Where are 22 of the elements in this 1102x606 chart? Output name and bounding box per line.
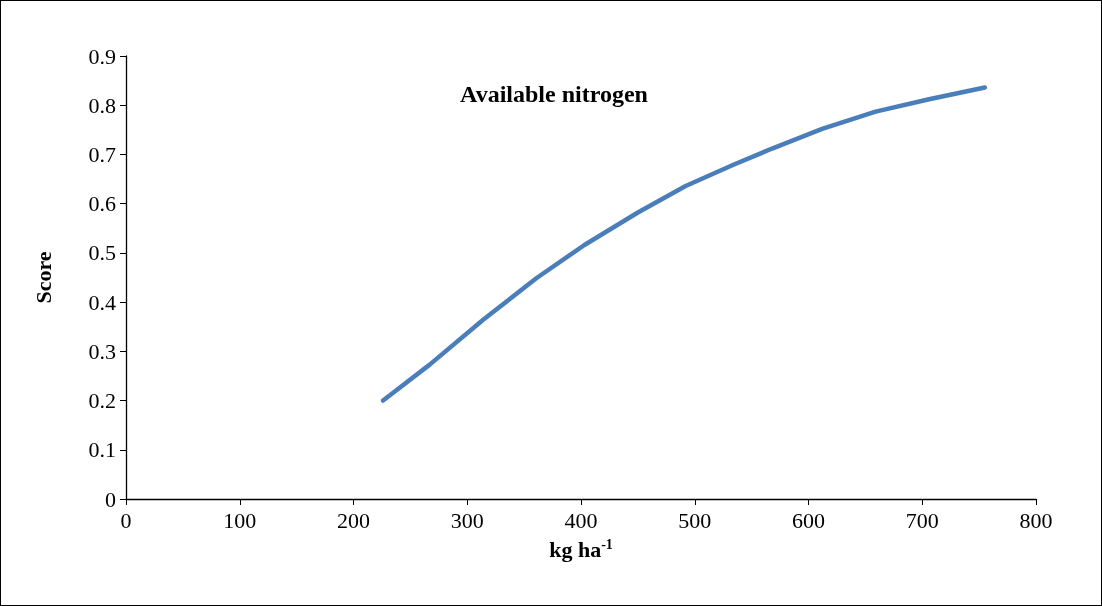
y-tick-label: 0.8 [88,92,116,118]
x-tick-label: 400 [564,507,598,533]
y-tick-label: 0 [105,486,116,512]
text: Available nitrogen [460,81,648,107]
y-tick-label: 0.6 [88,191,116,217]
line-series [380,85,988,403]
x-tick-label: 600 [792,507,825,533]
x-tick-label: 0 [120,507,132,533]
y-tick-label: 0.5 [88,240,116,266]
x-tick-label: 200 [337,507,370,533]
x-tick-label: 700 [905,507,939,533]
x-tick-label: 500 [678,507,712,533]
y-tick-label: 0.4 [88,289,116,315]
x-tick-label: 300 [450,507,484,533]
y-tick-label: 0.1 [88,437,116,463]
y-tick-label: 0.7 [88,141,116,167]
y-axis-title: Score [30,251,56,304]
y-tick-label: 0.2 [88,388,116,414]
x-tick-label: 100 [223,507,257,533]
x-tick-label: 800 [1019,507,1053,533]
y-tick-label: 0.3 [88,338,116,364]
y-tick-label: 0.9 [88,43,116,69]
